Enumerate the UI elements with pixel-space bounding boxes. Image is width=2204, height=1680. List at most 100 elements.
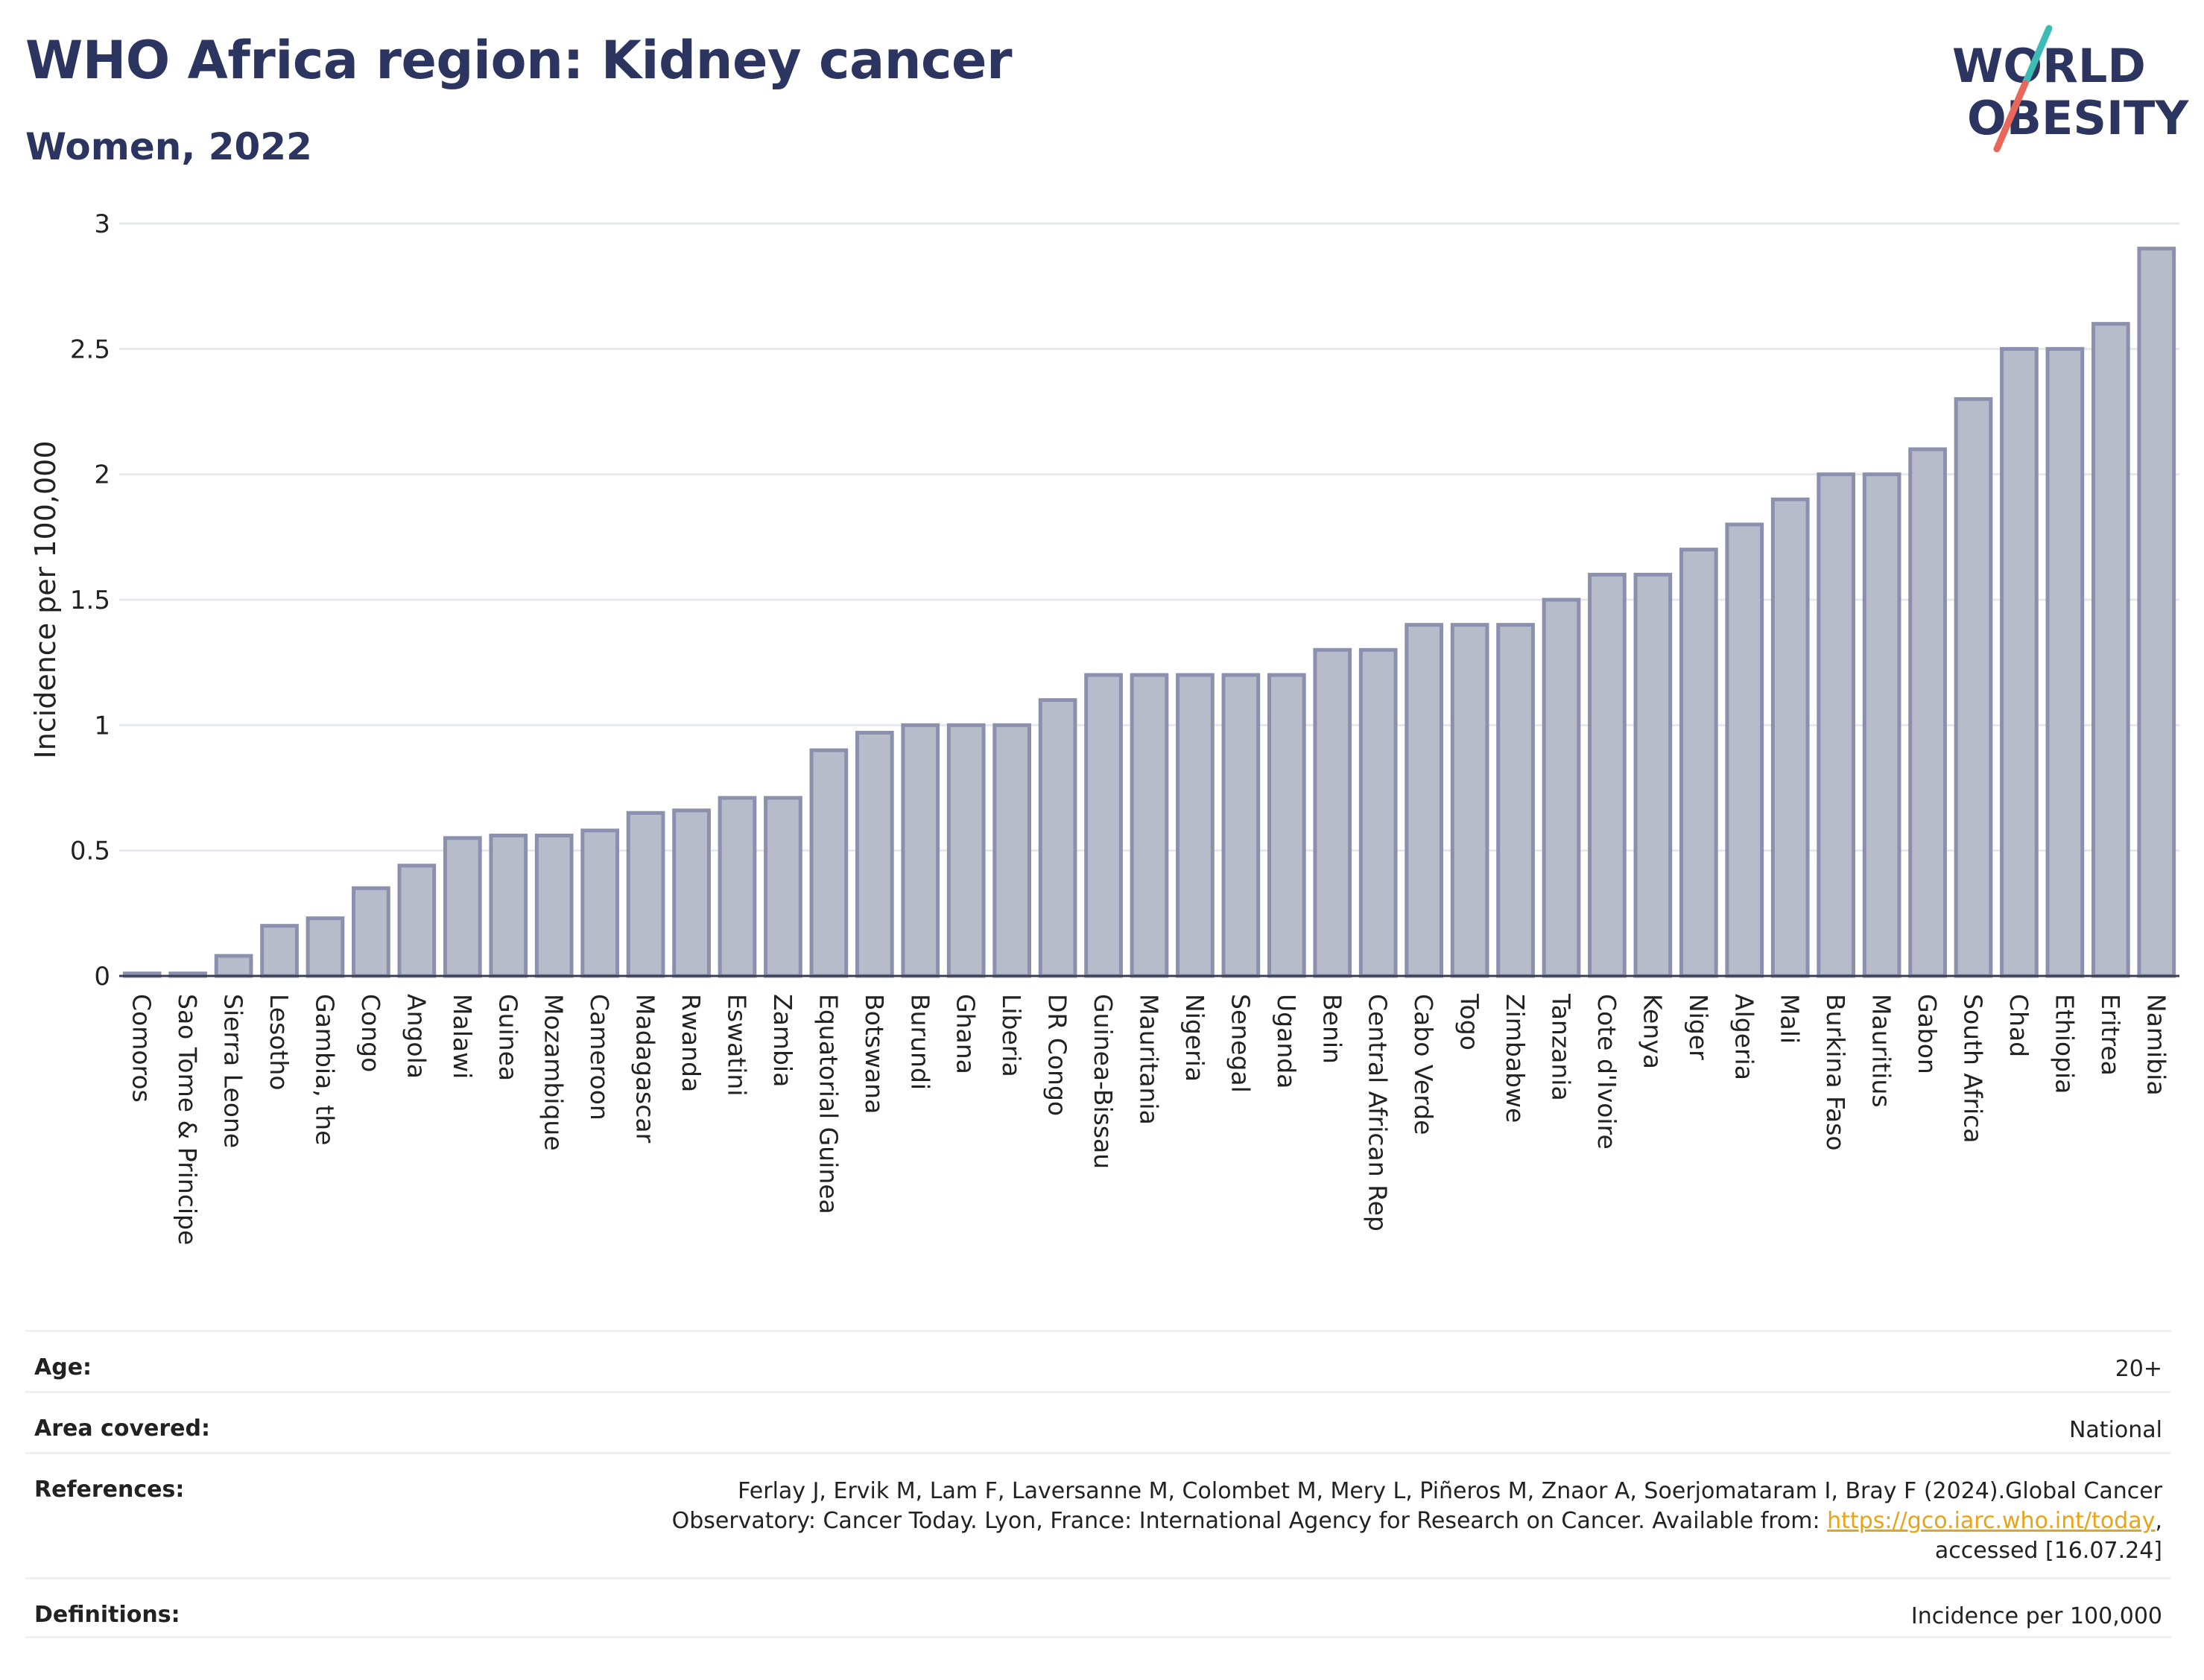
x-tick-label: Sierra Leone [219,994,248,1148]
reference-line-2: Observatory: Cancer Today. Lyon, France:… [671,1508,1828,1534]
bar[interactable] [1267,673,1306,978]
reference-line-3: accessed [16.07.24] [1934,1538,2162,1564]
bar[interactable] [809,748,849,978]
meta-row-references: References: Ferlay J, Ervik M, Lam F, La… [25,1452,2171,1577]
x-tick-label: Kenya [1638,994,1667,1069]
y-tick-label: 1.5 [70,586,110,615]
x-tick-label: Mali [1776,994,1805,1044]
x-tick-label: Senegal [1226,994,1255,1093]
bar[interactable] [214,954,253,978]
meta-label-area: Area covered: [34,1416,210,1442]
x-tick-label: South Africa [1959,994,1988,1144]
x-tick-label: Guinea-Bissau [1089,994,1118,1169]
bar[interactable] [1358,647,1398,978]
chart-title: WHO Africa region: Kidney cancer [25,30,1013,91]
bar[interactable] [2000,346,2039,978]
x-tick-labels: Comoros Sao Tome & Principe Sierra Leone Le… [127,993,2171,1245]
bar[interactable] [2091,322,2130,978]
y-tick-label: 1 [94,711,110,741]
bar-chart: 0 0.5 1 1.5 2 2.5 3 Comoros Sao Tome & Principe… [29,209,2179,1245]
y-tick-labels: 0 0.5 1 1.5 2 2.5 3 [70,209,110,992]
meta-label-references: References: [34,1477,185,1503]
y-tick-label: 3 [94,209,110,239]
bar[interactable] [580,828,620,978]
x-tick-label: Burkina Faso [1821,994,1850,1151]
y-axis-title: Incidence per 100,000 [29,440,62,758]
bar[interactable] [489,833,528,978]
meta-value-age: 20+ [2115,1356,2162,1382]
bar[interactable] [2045,346,2085,978]
x-tick-label: Eritrea [2096,994,2125,1076]
x-tick-label: Mauritania [1135,994,1164,1125]
chart-subtitle: Women, 2022 [25,125,312,168]
bar[interactable] [1817,472,1856,978]
bar[interactable] [1633,572,1673,978]
bar[interactable] [901,723,940,978]
bar[interactable] [1038,698,1077,978]
x-tick-label: Malawi [448,994,477,1079]
x-tick-label: Cote d'Ivoire [1592,994,1621,1150]
x-tick-label: Benin [1317,994,1346,1064]
x-tick-label: Eswatini [723,994,752,1096]
logo-line-1: WORLD [1952,39,2146,93]
bar[interactable] [1405,623,1444,978]
metadata-table: Age: 20+ Area covered: National Referenc… [25,1330,2171,1638]
bars [122,247,2176,978]
x-tick-label: Togo [1455,993,1484,1050]
x-tick-label: Ethiopia [2050,994,2079,1094]
bar[interactable] [1954,397,1993,978]
x-tick-label: Madagascar [631,994,660,1144]
x-tick-label: Central African Rep [1364,994,1393,1232]
x-tick-label: Guinea [493,994,522,1081]
bar[interactable] [397,863,437,978]
x-tick-label: Sao Tome & Principe [173,994,202,1245]
meta-value-definitions: Incidence per 100,000 [1910,1603,2162,1629]
x-tick-label: Cameroon [585,994,614,1120]
y-tick-label: 0 [94,962,110,992]
bar[interactable] [1679,548,1718,978]
meta-row-age: Age: 20+ [25,1330,2171,1391]
bar[interactable] [1725,522,1764,978]
bar[interactable] [305,916,345,978]
bar[interactable] [1221,673,1261,978]
x-tick-label: Cabo Verde [1409,994,1438,1135]
bar[interactable] [1176,673,1215,978]
bar[interactable] [1450,623,1489,978]
bar[interactable] [718,796,757,978]
meta-value-area: National [2068,1417,2162,1443]
x-tick-label: Gabon [1913,994,1942,1074]
meta-row-definitions: Definitions: Incidence per 100,000 [25,1577,2171,1638]
bar[interactable] [764,796,802,978]
bar[interactable] [946,723,986,978]
logo-slash-teal [2021,25,2053,87]
bar[interactable] [1908,447,1947,978]
bar[interactable] [1130,673,1169,978]
x-tick-label: Equatorial Guinea [814,994,843,1214]
bar[interactable] [1313,647,1352,978]
y-tick-label: 0.5 [70,837,110,866]
y-tick-label: 2 [94,460,110,490]
bar[interactable] [1496,623,1535,978]
meta-label-age: Age: [34,1354,92,1381]
x-tick-label: Namibia [2141,994,2170,1096]
x-tick-label: Botswana [860,994,889,1114]
bar[interactable] [260,924,299,978]
bar[interactable] [2137,247,2176,978]
bar[interactable] [992,723,1032,978]
bar[interactable] [1588,572,1627,978]
bar[interactable] [626,811,665,978]
reference-link[interactable]: https://gco.iarc.who.int/today [1827,1508,2156,1534]
bar[interactable] [1084,673,1123,978]
x-tick-label: Angola [402,994,431,1079]
bar[interactable] [1770,497,1810,978]
bar[interactable] [855,730,894,978]
bar[interactable] [672,808,711,978]
logo-slash-coral [1993,80,2029,153]
bar[interactable] [443,836,482,978]
bar[interactable] [1862,472,1901,978]
x-tick-label: Lesotho [265,994,294,1091]
bar[interactable] [534,833,574,978]
bar[interactable] [1542,597,1581,978]
x-tick-label: Algeria [1729,994,1758,1080]
bar[interactable] [352,886,390,978]
